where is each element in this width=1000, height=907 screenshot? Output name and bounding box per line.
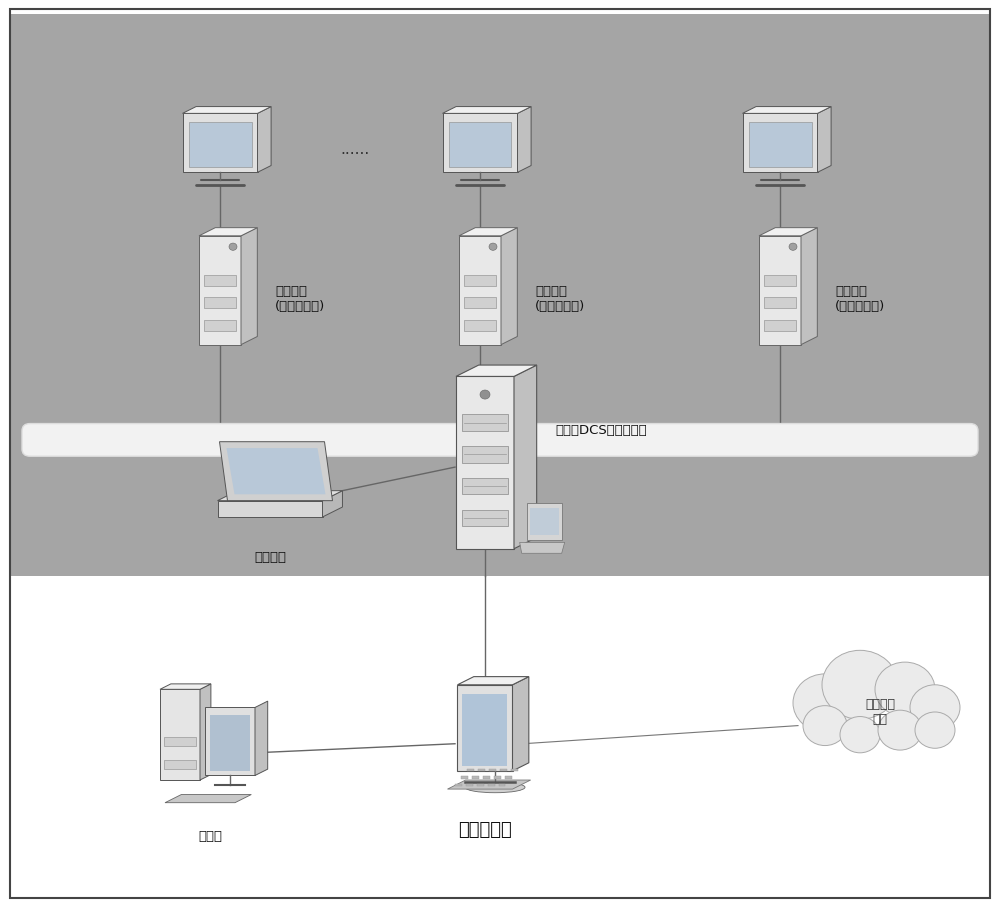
- FancyBboxPatch shape: [478, 768, 485, 771]
- Text: 模拟终端
(操作员使用): 模拟终端 (操作员使用): [535, 286, 585, 313]
- Circle shape: [878, 710, 922, 750]
- Text: 模拟终端
(操作员使用): 模拟终端 (操作员使用): [275, 286, 325, 313]
- FancyBboxPatch shape: [467, 768, 474, 771]
- Polygon shape: [456, 366, 537, 376]
- FancyBboxPatch shape: [10, 14, 990, 576]
- Circle shape: [489, 243, 497, 250]
- Polygon shape: [205, 707, 255, 775]
- FancyBboxPatch shape: [472, 776, 479, 779]
- FancyBboxPatch shape: [464, 275, 496, 286]
- Polygon shape: [200, 684, 211, 780]
- Polygon shape: [160, 684, 211, 689]
- Polygon shape: [742, 113, 818, 172]
- FancyBboxPatch shape: [454, 784, 462, 786]
- Polygon shape: [520, 542, 565, 553]
- Circle shape: [840, 717, 880, 753]
- Polygon shape: [255, 701, 268, 775]
- Polygon shape: [227, 448, 326, 494]
- Polygon shape: [218, 501, 322, 517]
- Polygon shape: [748, 122, 812, 167]
- FancyBboxPatch shape: [488, 784, 495, 786]
- Circle shape: [793, 674, 857, 732]
- Polygon shape: [801, 228, 817, 345]
- Text: 非安全级
系统: 非安全级 系统: [865, 698, 895, 726]
- FancyBboxPatch shape: [466, 784, 473, 786]
- Polygon shape: [512, 677, 529, 771]
- Polygon shape: [448, 122, 511, 167]
- FancyBboxPatch shape: [764, 297, 796, 308]
- Text: ......: ......: [340, 142, 370, 157]
- Text: 安全级DCS仿真服务器: 安全级DCS仿真服务器: [555, 424, 647, 437]
- FancyBboxPatch shape: [483, 776, 490, 779]
- FancyBboxPatch shape: [464, 297, 496, 308]
- Circle shape: [915, 712, 955, 748]
- Polygon shape: [241, 228, 257, 345]
- Polygon shape: [258, 106, 271, 172]
- Polygon shape: [457, 685, 512, 771]
- Ellipse shape: [465, 782, 525, 793]
- Text: 模拟终端
(教练员使用): 模拟终端 (教练员使用): [835, 286, 885, 313]
- Polygon shape: [459, 228, 517, 236]
- FancyBboxPatch shape: [462, 510, 508, 526]
- Polygon shape: [527, 503, 562, 540]
- Circle shape: [789, 243, 797, 250]
- Polygon shape: [322, 491, 342, 517]
- Polygon shape: [818, 106, 831, 172]
- Circle shape: [875, 662, 935, 717]
- FancyBboxPatch shape: [204, 275, 236, 286]
- Circle shape: [803, 706, 847, 746]
- Polygon shape: [462, 694, 507, 766]
- FancyBboxPatch shape: [204, 297, 236, 308]
- Polygon shape: [218, 491, 342, 501]
- Polygon shape: [442, 113, 518, 172]
- Polygon shape: [530, 508, 559, 535]
- Polygon shape: [759, 236, 801, 345]
- FancyBboxPatch shape: [494, 776, 501, 779]
- FancyBboxPatch shape: [498, 784, 505, 786]
- FancyBboxPatch shape: [464, 320, 496, 331]
- FancyBboxPatch shape: [489, 768, 496, 771]
- Polygon shape: [518, 106, 531, 172]
- Polygon shape: [199, 228, 257, 236]
- FancyBboxPatch shape: [204, 320, 236, 331]
- FancyBboxPatch shape: [164, 737, 196, 746]
- Polygon shape: [160, 689, 200, 780]
- Circle shape: [822, 650, 898, 719]
- Text: 教控台: 教控台: [198, 830, 222, 843]
- Polygon shape: [742, 106, 831, 113]
- FancyBboxPatch shape: [164, 760, 196, 769]
- Polygon shape: [457, 677, 529, 685]
- FancyBboxPatch shape: [462, 446, 508, 463]
- FancyBboxPatch shape: [477, 784, 484, 786]
- Polygon shape: [182, 113, 258, 172]
- FancyBboxPatch shape: [764, 320, 796, 331]
- Polygon shape: [442, 106, 531, 113]
- Text: 模型服务器: 模型服务器: [458, 821, 512, 839]
- FancyBboxPatch shape: [764, 275, 796, 286]
- Text: 工程师站: 工程师站: [254, 551, 286, 564]
- Polygon shape: [501, 228, 517, 345]
- FancyBboxPatch shape: [505, 776, 512, 779]
- FancyBboxPatch shape: [462, 478, 508, 494]
- FancyBboxPatch shape: [462, 414, 508, 431]
- Polygon shape: [220, 442, 332, 501]
- FancyBboxPatch shape: [511, 768, 518, 771]
- Polygon shape: [199, 236, 241, 345]
- FancyBboxPatch shape: [22, 424, 978, 456]
- Polygon shape: [456, 376, 514, 549]
- Polygon shape: [759, 228, 817, 236]
- FancyBboxPatch shape: [461, 776, 468, 779]
- Circle shape: [229, 243, 237, 250]
- Polygon shape: [459, 236, 501, 345]
- Polygon shape: [210, 715, 250, 771]
- Polygon shape: [165, 795, 251, 803]
- Polygon shape: [448, 780, 531, 789]
- FancyBboxPatch shape: [500, 768, 507, 771]
- Polygon shape: [188, 122, 252, 167]
- Circle shape: [910, 685, 960, 730]
- Polygon shape: [182, 106, 271, 113]
- Polygon shape: [514, 366, 537, 549]
- Circle shape: [480, 390, 490, 399]
